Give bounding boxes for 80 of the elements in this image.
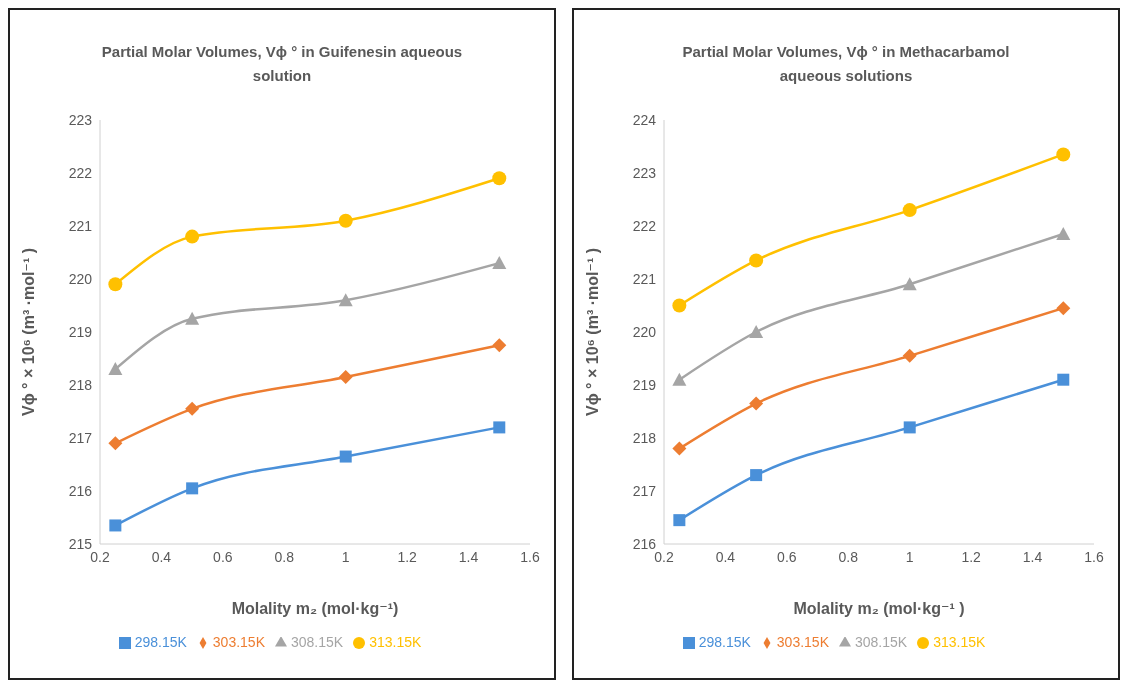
- point: [903, 421, 916, 434]
- legend-label: 308.15K: [855, 634, 908, 650]
- x-tick-label: 1.6: [520, 548, 540, 565]
- y-tick-label: 217: [632, 482, 657, 499]
- point: [186, 482, 199, 495]
- x-tick-label: 0.8: [838, 548, 859, 565]
- y-tick-label: 222: [68, 164, 93, 181]
- point: [493, 421, 506, 434]
- y-tick-label: 216: [632, 535, 657, 552]
- point: [672, 298, 687, 313]
- x-tick-label: 1: [341, 548, 350, 565]
- point: [339, 450, 352, 463]
- point: [672, 372, 687, 386]
- x-tick-label: 0.6: [213, 548, 233, 565]
- point: [902, 203, 917, 218]
- legend-label: 298.15K: [134, 634, 187, 650]
- y-tick-label: 218: [632, 429, 657, 446]
- point: [109, 519, 122, 532]
- x-tick-label: 0.2: [90, 548, 110, 565]
- point: [749, 253, 764, 268]
- y-tick-label: 221: [68, 217, 93, 234]
- x-tick-label: 1.2: [961, 548, 982, 565]
- point: [902, 277, 917, 291]
- point: [673, 514, 686, 527]
- y-tick-label: 223: [632, 164, 657, 181]
- x-tick-label: 0.2: [654, 548, 674, 565]
- y-tick-label: 222: [632, 217, 657, 234]
- point: [749, 325, 764, 338]
- point: [185, 311, 200, 325]
- y-tick-label: 224: [632, 111, 657, 128]
- chart-title: Partial Molar Volumes, Vϕ ° in Methacarbamol aqueous solutions: [681, 42, 1011, 86]
- point: [902, 348, 917, 363]
- x-axis-title: Molality m₂ (mol·kg⁻¹): [231, 600, 399, 617]
- y-tick-label: 223: [68, 111, 93, 128]
- x-tick-label: 1.6: [1084, 548, 1104, 565]
- point: [338, 213, 353, 228]
- point: [1056, 226, 1071, 240]
- y-tick-label: 216: [68, 482, 93, 499]
- x-tick-label: 0.8: [274, 548, 295, 565]
- point: [672, 441, 687, 456]
- point: [1056, 147, 1071, 162]
- x-axis-title: Molality m₂ (mol·kg⁻¹ ): [793, 600, 965, 617]
- y-tick-label: 220: [632, 323, 657, 340]
- x-tick-label: 1.4: [458, 548, 479, 565]
- y-tick-label: 219: [632, 376, 657, 393]
- x-tick-label: 0.4: [151, 548, 172, 565]
- point: [492, 338, 507, 353]
- point: [492, 256, 507, 270]
- chart-title: Partial Molar Volumes, Vϕ ° in Guifenesin aqueous solution: [100, 42, 464, 86]
- x-tick-label: 1.2: [397, 548, 418, 565]
- y-tick-label: 218: [68, 376, 93, 393]
- point: [750, 469, 763, 482]
- point: [185, 229, 200, 244]
- legend-label: 303.15K: [212, 634, 265, 650]
- point: [1057, 373, 1070, 386]
- legend-label: 308.15K: [291, 634, 344, 650]
- point: [108, 436, 123, 451]
- legend-label: 298.15K: [698, 634, 751, 650]
- point: [108, 362, 123, 376]
- legend-label: 313.15K: [933, 634, 986, 650]
- point: [338, 293, 353, 307]
- point: [108, 277, 123, 292]
- y-tick-label: 219: [68, 323, 93, 340]
- point: [185, 401, 200, 416]
- x-tick-label: 0.6: [777, 548, 797, 565]
- y-tick-label: 215: [68, 535, 93, 552]
- point: [1056, 301, 1071, 316]
- y-tick-label: 217: [68, 429, 93, 446]
- y-tick-label: 220: [68, 270, 93, 287]
- legend-label: 303.15K: [776, 634, 829, 650]
- y-axis-title: Vϕ ° × 10⁶ (m³ ·mol⁻¹ ): [19, 248, 37, 416]
- x-tick-label: 0.4: [715, 548, 736, 565]
- y-axis-title: Vϕ ° × 10⁶ (m³ ·mol⁻¹ ): [583, 248, 601, 416]
- point: [338, 370, 353, 385]
- legend-label: 313.15K: [369, 634, 422, 650]
- point: [749, 396, 764, 411]
- point: [492, 171, 507, 186]
- x-tick-label: 1.4: [1022, 548, 1043, 565]
- x-tick-label: 1: [905, 548, 914, 565]
- y-tick-label: 221: [632, 270, 657, 287]
